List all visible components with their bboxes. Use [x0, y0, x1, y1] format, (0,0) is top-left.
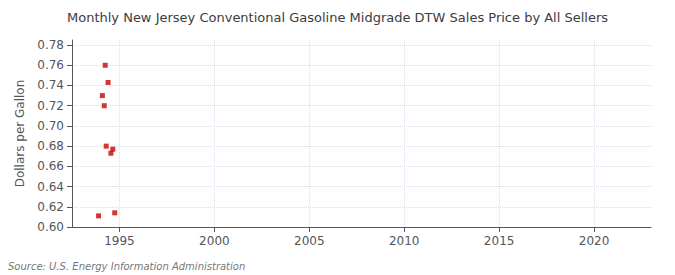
- svg-text:2010: 2010: [389, 234, 420, 248]
- svg-text:0.72: 0.72: [37, 99, 64, 113]
- svg-text:1995: 1995: [104, 234, 135, 248]
- svg-text:0.66: 0.66: [37, 159, 64, 173]
- svg-text:0.62: 0.62: [37, 200, 64, 214]
- svg-text:0.76: 0.76: [37, 58, 64, 72]
- svg-text:0.60: 0.60: [37, 220, 64, 234]
- svg-text:0.64: 0.64: [37, 180, 64, 194]
- svg-text:2005: 2005: [294, 234, 325, 248]
- svg-text:0.68: 0.68: [37, 139, 64, 153]
- svg-text:0.74: 0.74: [37, 78, 64, 92]
- svg-text:2015: 2015: [484, 234, 515, 248]
- svg-text:2000: 2000: [199, 234, 230, 248]
- svg-text:0.70: 0.70: [37, 119, 64, 133]
- svg-text:Monthly New Jersey Conventiona: Monthly New Jersey Conventional Gasoline…: [67, 10, 608, 25]
- svg-text:Dollars per Gallon: Dollars per Gallon: [13, 80, 27, 188]
- svg-text:0.78: 0.78: [37, 38, 64, 52]
- svg-text:Source: U.S. Energy Informatio: Source: U.S. Energy Information Administ…: [8, 261, 245, 272]
- svg-text:2020: 2020: [579, 234, 610, 248]
